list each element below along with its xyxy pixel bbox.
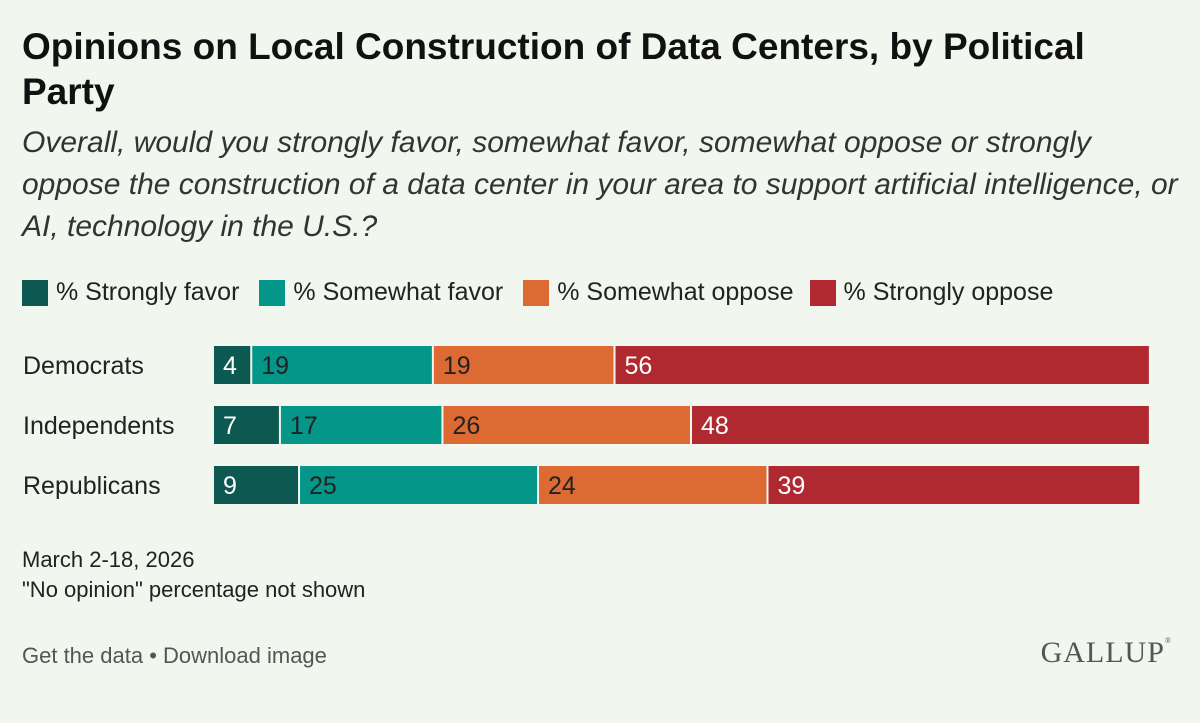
data-label-republicans-somewhat-favor: 25 (309, 472, 337, 500)
chart-notes: March 2-18, 2026 "No opinion" percentage… (22, 545, 365, 605)
legend-item-somewhat-favor: % Somewhat favor (259, 278, 503, 307)
data-label-independents-somewhat-oppose: 26 (452, 412, 480, 440)
data-label-democrats-somewhat-oppose: 19 (443, 352, 471, 380)
footnote: "No opinion" percentage not shown (22, 577, 366, 602)
bar-republicans-strongly-favor (214, 466, 299, 504)
bar-independents-strongly-oppose (692, 406, 1149, 444)
gallup-logo-text: GALLUP (1040, 636, 1165, 669)
category-label-democrats: Democrats (23, 352, 144, 380)
registered-mark: ® (1164, 636, 1172, 645)
legend-item-strongly-oppose: % Strongly oppose (809, 278, 1054, 307)
category-label-independents: Independents (23, 412, 175, 440)
bar-republicans-strongly-oppose (768, 466, 1140, 504)
bar-independents-somewhat-favor (280, 406, 442, 444)
legend-swatch-strongly-oppose (809, 279, 836, 306)
data-label-democrats-strongly-oppose: 56 (625, 352, 653, 380)
stacked-bar-chart: Democrats 4 19 19 56 Independents 7 17 26 48 Repub… (23, 346, 1149, 504)
bar-democrats-strongly-oppose (615, 346, 1149, 384)
chart-legend: % Strongly favor % Somewhat favor % Some… (22, 278, 1067, 307)
download-image-link[interactable]: Download image (163, 643, 327, 668)
legend-label-somewhat-oppose: % Somewhat oppose (557, 278, 794, 306)
legend-item-somewhat-oppose: % Somewhat oppose (523, 278, 794, 307)
data-label-republicans-strongly-favor: 9 (223, 472, 237, 500)
gallup-logo: GALLUP® (1041, 636, 1172, 670)
category-label-republicans: Republicans (23, 472, 161, 500)
bar-democrats-somewhat-oppose (433, 346, 614, 384)
legend-swatch-strongly-favor (22, 279, 48, 306)
footer-links: Get the data • Download image (22, 643, 327, 669)
chart-subtitle: Overall, would you strongly favor, somew… (22, 126, 1178, 243)
data-label-republicans-somewhat-oppose: 24 (548, 472, 576, 500)
bar-democrats-somewhat-favor (252, 346, 432, 384)
bar-independents-somewhat-oppose (443, 406, 690, 444)
legend-label-strongly-favor: % Strongly favor (56, 278, 240, 306)
legend-label-somewhat-favor: % Somewhat favor (293, 278, 504, 306)
data-label-republicans-strongly-oppose: 39 (777, 472, 805, 500)
data-label-independents-strongly-oppose: 48 (701, 412, 729, 440)
bar-republicans-somewhat-oppose (539, 466, 767, 504)
data-label-independents-somewhat-favor: 17 (290, 412, 318, 440)
survey-date: March 2-18, 2026 (22, 547, 195, 572)
data-label-democrats-somewhat-favor: 19 (261, 352, 289, 380)
bar-democrats-strongly-favor (214, 346, 251, 384)
legend-item-strongly-favor: % Strongly favor (22, 278, 239, 307)
data-label-independents-strongly-favor: 7 (223, 412, 237, 440)
footer-separator: • (143, 643, 164, 668)
legend-label-strongly-oppose: % Strongly oppose (843, 278, 1054, 306)
chart-title: Opinions on Local Construction of Data C… (22, 26, 1085, 112)
data-label-democrats-strongly-favor: 4 (223, 352, 237, 380)
legend-swatch-somewhat-oppose (523, 279, 550, 306)
bar-republicans-somewhat-favor (300, 466, 538, 504)
get-data-link[interactable]: Get the data (22, 643, 144, 668)
bar-independents-strongly-favor (214, 406, 279, 444)
legend-swatch-somewhat-favor (259, 279, 286, 306)
